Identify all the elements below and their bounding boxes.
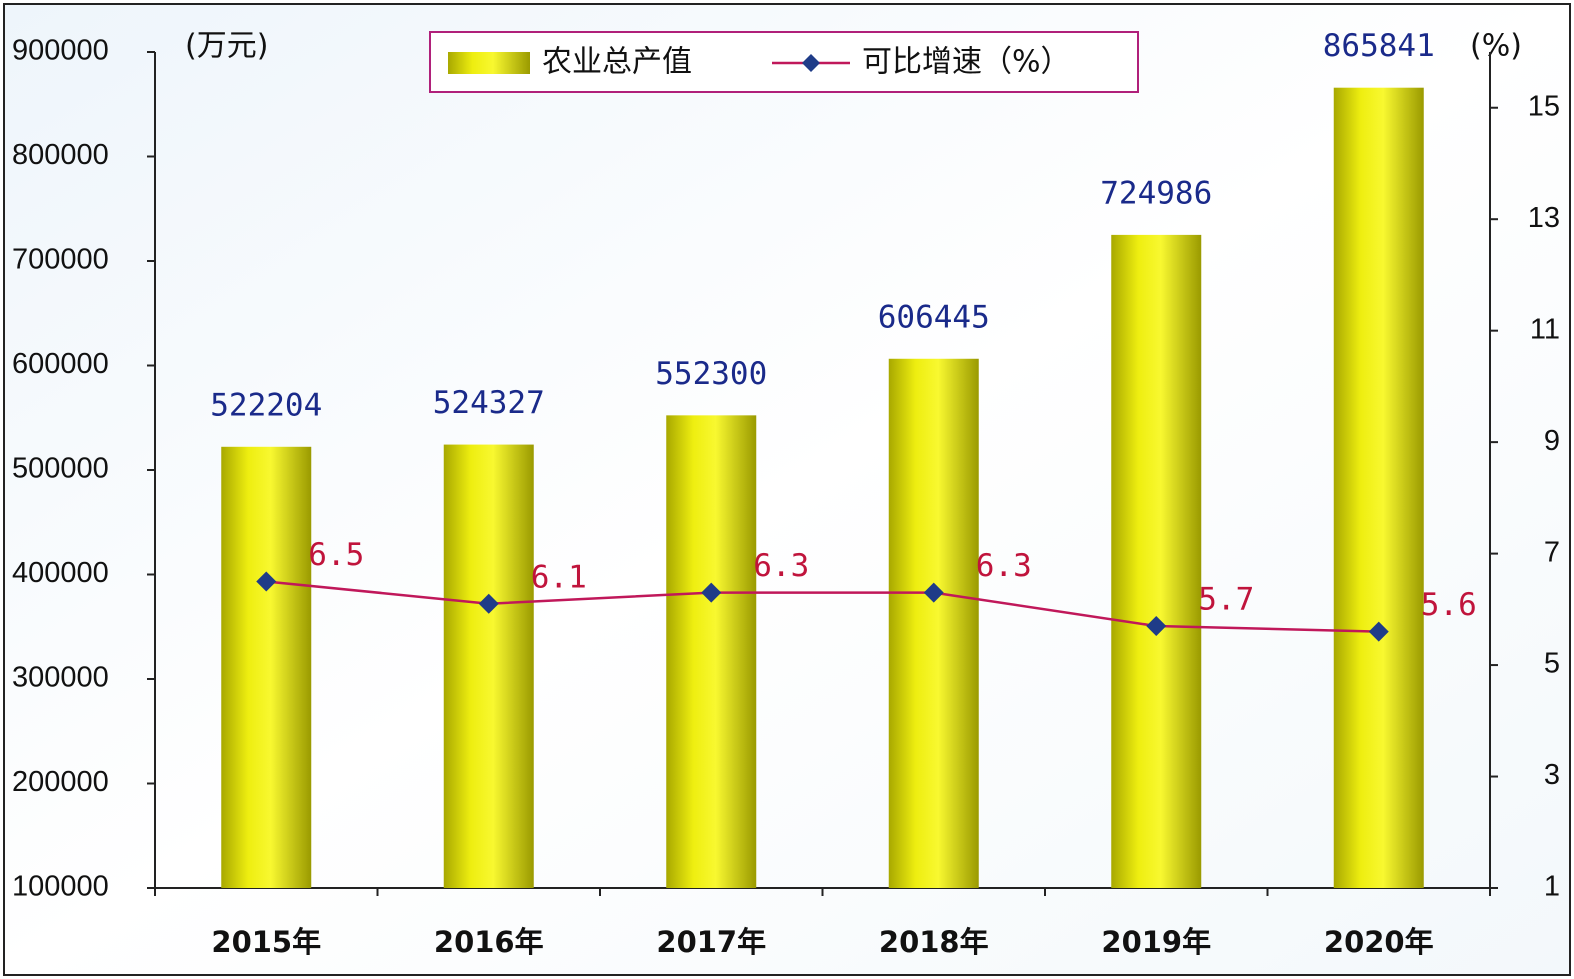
- y-tick-label: 500000: [12, 453, 109, 485]
- legend: 农业总产值 可比增速（%）: [429, 31, 1139, 93]
- bar: [443, 444, 534, 888]
- line-value-label: 6.5: [308, 537, 364, 573]
- line-marker: [923, 582, 944, 603]
- y2-tick-label: 7: [1544, 536, 1560, 568]
- bar: [1333, 87, 1424, 888]
- bar: [666, 415, 757, 888]
- line: [266, 580, 1379, 633]
- bar: [1111, 234, 1202, 888]
- legend-label: 农业总产值: [542, 45, 692, 80]
- line-marker: [1368, 621, 1389, 642]
- x-tick-label: 2017年: [656, 925, 766, 959]
- y2-axis-label: (%): [1470, 29, 1522, 64]
- line-marker: [478, 593, 499, 614]
- line-marker: [256, 571, 277, 592]
- y-tick-label: 300000: [12, 662, 109, 694]
- y2-tick-label: 13: [1528, 202, 1560, 234]
- bar-value-label: 524327: [433, 385, 545, 421]
- legend-swatch-bar: [448, 52, 530, 74]
- y2-tick-label: 1: [1544, 871, 1560, 903]
- line-marker: [701, 582, 722, 603]
- bar-value-label: 865841: [1323, 28, 1435, 64]
- bar: [888, 358, 979, 888]
- plot: 100000 200000 300000 400000 500000 600000 7000…: [12, 28, 1560, 959]
- y-tick-label: 900000: [12, 35, 109, 67]
- x-tick-label: 2016年: [434, 925, 544, 959]
- bar-value-label: 606445: [878, 299, 990, 335]
- line-value-label: 5.7: [1198, 582, 1254, 618]
- y-tick-label: 600000: [12, 348, 109, 380]
- x-tick-label: 2018年: [879, 925, 989, 959]
- y-tick-label: 200000: [12, 766, 109, 798]
- x-tick-label: 2020年: [1324, 925, 1434, 959]
- line-value-label: 6.1: [531, 559, 587, 595]
- x-tick-label: 2015年: [211, 925, 321, 959]
- y2-tick-label: 5: [1544, 648, 1560, 680]
- y-tick-label: 100000: [12, 871, 109, 903]
- y-tick-label: 700000: [12, 244, 109, 276]
- line-value-label: 5.6: [1421, 587, 1477, 623]
- y2-tick-label: 3: [1544, 759, 1560, 791]
- bar-value-label: 724986: [1100, 175, 1212, 211]
- y2-tick-label: 9: [1544, 425, 1560, 457]
- y-tick-label: 800000: [12, 139, 109, 171]
- legend-label: 可比增速（%）: [862, 45, 1071, 80]
- y2-tick-label: 15: [1528, 90, 1560, 122]
- line-value-label: 6.3: [976, 548, 1032, 584]
- y2-tick-label: 11: [1530, 313, 1560, 345]
- line-value-label: 6.3: [753, 548, 809, 584]
- y-axis-label: (万元): [185, 29, 268, 64]
- bar: [221, 446, 312, 888]
- y-tick-label: 400000: [12, 557, 109, 589]
- line-marker: [1146, 616, 1167, 637]
- bar-value-label: 552300: [655, 356, 767, 392]
- x-tick-label: 2019年: [1101, 925, 1211, 959]
- bar-value-label: 522204: [210, 387, 322, 423]
- legend-swatch-marker: [802, 54, 820, 72]
